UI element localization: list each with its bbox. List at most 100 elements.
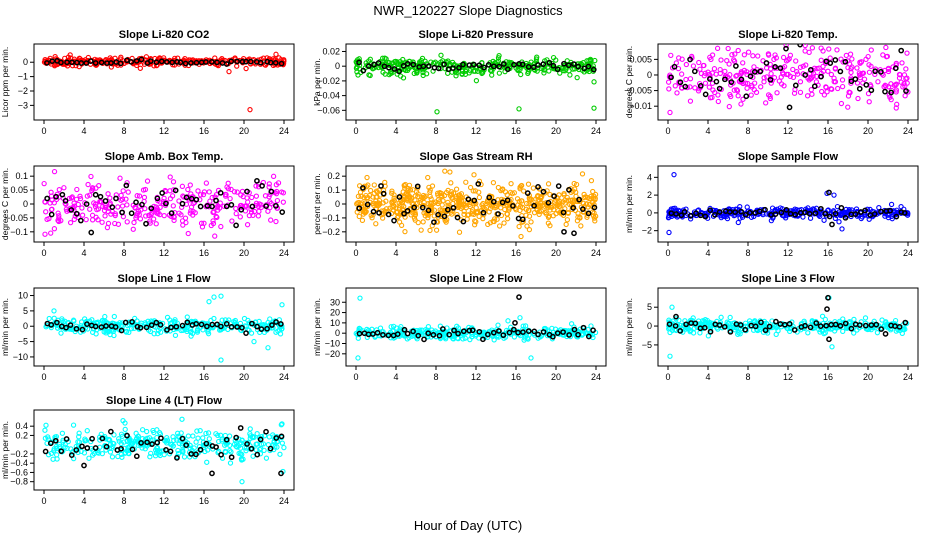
data-point: [364, 201, 371, 208]
data-point: [888, 81, 894, 87]
data-point: [585, 204, 591, 210]
y-axis-label: ml/min per min.: [624, 298, 634, 356]
panel-3: Slope Li-820 Temp. degrees C per min. 0 4 8 1…: [624, 29, 919, 136]
data-point: [48, 324, 54, 331]
panel-8: Slope Line 2 Flow ml/min per min. 0 4 8 12 16 2…: [312, 273, 607, 382]
data-point: [526, 226, 533, 233]
y-tick-label: 0.2: [327, 171, 340, 181]
data-point: [893, 81, 899, 87]
data-point: [237, 214, 243, 220]
data-point: [403, 67, 409, 74]
data-point: [71, 203, 78, 209]
data-point: [824, 306, 830, 312]
data-point: [192, 210, 198, 216]
data-point: [511, 190, 517, 196]
x-tick-label: 12: [159, 126, 169, 136]
data-point: [45, 452, 52, 458]
data-point: [459, 70, 465, 77]
data-point: [421, 210, 427, 216]
data-point: [238, 440, 244, 446]
data-point: [133, 213, 140, 219]
x-tick-label: 16: [823, 248, 833, 258]
data-point: [128, 59, 135, 65]
data-point: [791, 90, 798, 96]
data-point: [187, 445, 193, 451]
data-point: [411, 204, 418, 211]
data-point: [380, 55, 386, 61]
data-point: [675, 323, 681, 329]
data-point: [185, 186, 191, 193]
data-point: [244, 441, 250, 447]
data-point: [826, 189, 832, 196]
data-point: [68, 452, 75, 458]
y-tick-label: −0.02: [317, 76, 340, 86]
data-point: [490, 58, 496, 65]
y-tick-label: −0.04: [317, 91, 340, 101]
data-point: [779, 70, 786, 76]
data-point: [173, 323, 180, 330]
data-point: [179, 183, 186, 189]
data-point: [873, 321, 880, 328]
data-point: [353, 65, 360, 71]
data-point: [496, 70, 503, 76]
data-point: [279, 421, 285, 427]
data-point: [822, 210, 829, 217]
data-point: [177, 59, 184, 66]
y-tick-label: −5: [18, 337, 28, 347]
data-point: [137, 324, 144, 331]
data-point: [404, 208, 411, 214]
data-point: [203, 59, 209, 65]
data-point: [832, 210, 839, 217]
data-point: [83, 216, 89, 223]
y-tick-label: 10: [330, 318, 340, 328]
data-point: [463, 179, 469, 185]
data-point: [75, 439, 81, 445]
data-point: [745, 80, 751, 87]
data-point: [773, 55, 779, 61]
y-axis-label: ml/min per min.: [0, 421, 10, 479]
panel-points: [43, 293, 285, 363]
data-point: [112, 211, 118, 217]
data-point: [228, 202, 235, 208]
x-tick-label: 4: [81, 496, 86, 506]
data-point: [874, 330, 881, 336]
data-point: [470, 188, 476, 194]
data-point: [682, 83, 689, 90]
data-point: [832, 321, 839, 328]
data-point: [473, 78, 480, 84]
x-tick-label: 20: [239, 496, 249, 506]
data-point: [181, 194, 187, 200]
data-point: [222, 449, 229, 455]
data-point: [687, 76, 694, 82]
x-tick-label: 4: [705, 372, 710, 382]
data-point: [87, 58, 94, 64]
y-axis-label: degrees C per min.: [624, 46, 634, 118]
data-point: [561, 228, 567, 235]
data-point: [214, 62, 220, 68]
panel-9: Slope Line 3 Flow ml/min per min. 0 4 8 12 16 2…: [624, 273, 919, 382]
data-point: [480, 200, 486, 207]
data-point: [280, 60, 287, 67]
data-point: [248, 209, 255, 215]
data-point: [179, 200, 186, 207]
data-point: [373, 327, 380, 333]
data-point: [707, 95, 714, 101]
data-point: [561, 192, 567, 198]
data-point: [537, 195, 544, 201]
data-point: [560, 329, 566, 335]
data-point: [829, 221, 835, 228]
data-point: [274, 444, 280, 450]
data-point: [55, 217, 61, 224]
data-point: [460, 61, 466, 68]
data-point: [848, 325, 855, 332]
data-point: [183, 194, 190, 201]
data-point: [402, 185, 408, 191]
series-2: [42, 425, 285, 477]
data-point: [831, 79, 837, 85]
data-point: [831, 192, 837, 198]
x-tick-label: 20: [551, 248, 561, 258]
data-point: [99, 219, 105, 225]
data-point: [882, 88, 888, 95]
series-2: [44, 319, 284, 336]
data-point: [779, 212, 786, 218]
